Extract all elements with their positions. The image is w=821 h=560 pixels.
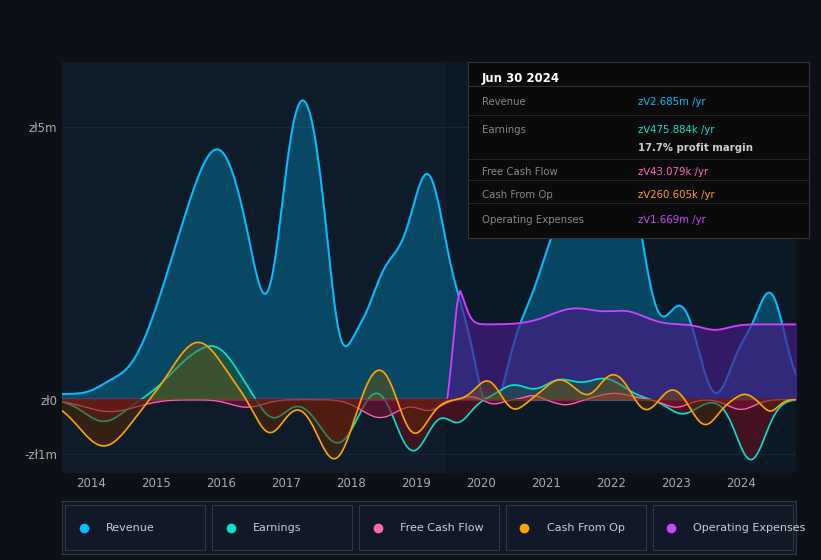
Text: Jun 30 2024: Jun 30 2024 — [482, 72, 560, 85]
Bar — [447, 62, 806, 473]
Text: zᐯ475.884k /yr: zᐯ475.884k /yr — [639, 125, 715, 135]
Text: Free Cash Flow: Free Cash Flow — [482, 167, 557, 178]
Text: 17.7% profit margin: 17.7% profit margin — [639, 143, 754, 153]
Text: Cash From Op: Cash From Op — [482, 190, 553, 200]
Text: zᐯ1.669m /yr: zᐯ1.669m /yr — [639, 215, 706, 225]
Text: Operating Expenses: Operating Expenses — [694, 523, 806, 533]
Text: Operating Expenses: Operating Expenses — [482, 215, 584, 225]
Text: Revenue: Revenue — [482, 97, 525, 107]
Text: Earnings: Earnings — [482, 125, 525, 135]
Text: zᐯ43.079k /yr: zᐯ43.079k /yr — [639, 167, 709, 178]
Text: Free Cash Flow: Free Cash Flow — [400, 523, 484, 533]
Text: Revenue: Revenue — [106, 523, 154, 533]
Text: Cash From Op: Cash From Op — [547, 523, 625, 533]
Text: zᐯ2.685m /yr: zᐯ2.685m /yr — [639, 97, 706, 107]
Text: Earnings: Earnings — [253, 523, 301, 533]
Text: zᐯ260.605k /yr: zᐯ260.605k /yr — [639, 190, 715, 200]
